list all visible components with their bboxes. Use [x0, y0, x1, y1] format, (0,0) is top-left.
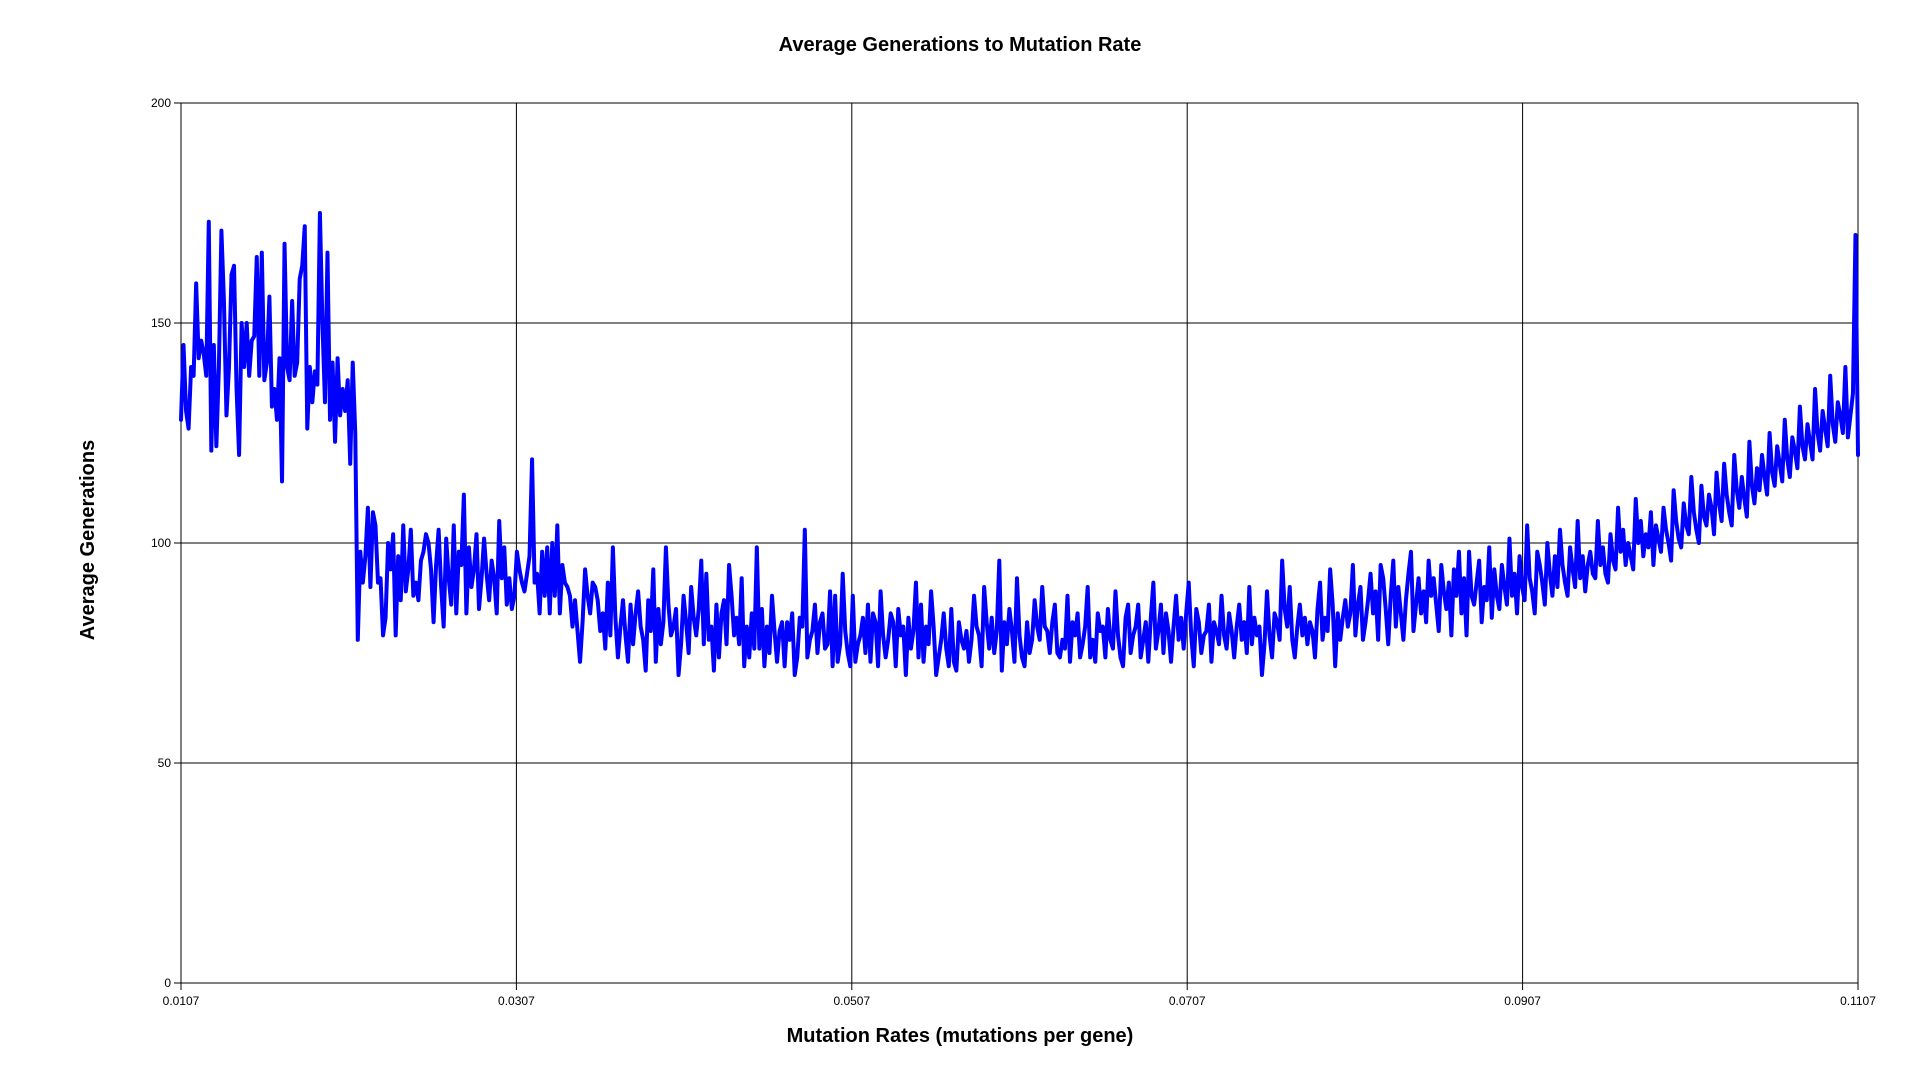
y-tick-label-2: 100	[151, 536, 171, 550]
chart-title: Average Generations to Mutation Rate	[779, 34, 1142, 56]
x-tick-label-1: 0.0307	[498, 994, 535, 1008]
x-tick-label-5: 0.1107	[1840, 994, 1876, 1008]
x-tick-label-0: 0.0107	[163, 994, 200, 1008]
series-line-0	[179, 211, 1860, 677]
y-tick-label-1: 50	[158, 756, 172, 770]
x-tick-label-4: 0.0907	[1504, 994, 1541, 1008]
grid	[180, 102, 1859, 984]
series-layer	[179, 211, 1860, 677]
x-tick-label-2: 0.0507	[833, 994, 870, 1008]
y-tick-label-4: 200	[151, 96, 171, 110]
y-axis-label: Average Generations	[77, 440, 99, 640]
x-axis-label: Mutation Rates (mutations per gene)	[787, 1025, 1134, 1047]
axes	[174, 102, 1859, 990]
x-tick-label-3: 0.0707	[1169, 994, 1206, 1008]
y-tick-label-3: 150	[151, 316, 171, 330]
y-tick-labels: 0 50 100 150 200	[151, 96, 171, 990]
y-tick-label-0: 0	[164, 976, 171, 990]
x-tick-labels: 0.0107 0.0307 0.0507 0.0707 0.0907 0.1107	[163, 994, 1877, 1008]
